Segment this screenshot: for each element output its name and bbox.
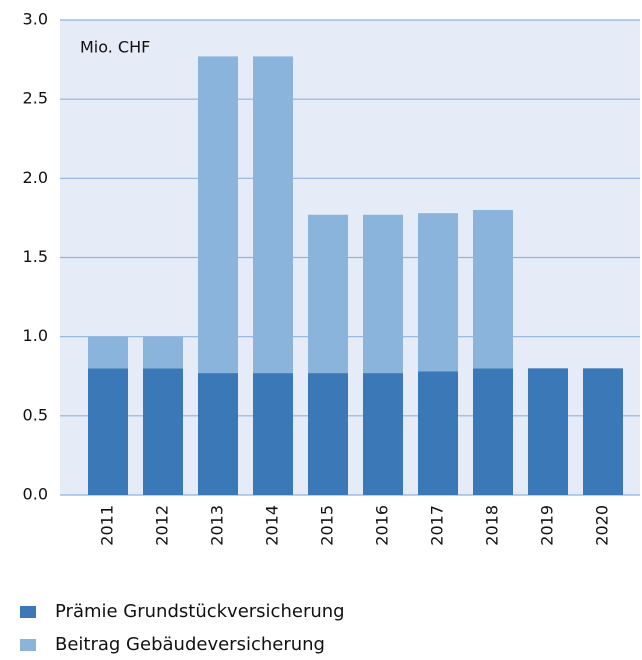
bar-segment bbox=[198, 373, 238, 495]
x-tick-label: 2014 bbox=[263, 505, 282, 546]
legend-swatch bbox=[20, 639, 36, 651]
bar-segment bbox=[418, 371, 458, 495]
bar-segment bbox=[308, 373, 348, 495]
y-tick-label: 0.5 bbox=[23, 405, 48, 424]
bar-segment bbox=[473, 210, 513, 369]
bar-segment bbox=[88, 368, 128, 495]
y-tick-label: 2.5 bbox=[23, 89, 48, 108]
y-tick-label: 1.5 bbox=[23, 247, 48, 266]
bar-segment bbox=[143, 336, 183, 369]
unit-annotation: Mio. CHF bbox=[80, 38, 150, 57]
legend-label: Prämie Grundstückversicherung bbox=[55, 601, 345, 622]
bar-segment bbox=[198, 56, 238, 374]
x-tick-label: 2016 bbox=[373, 505, 392, 546]
bar-segment bbox=[363, 214, 403, 374]
bar-segment bbox=[253, 373, 293, 495]
bar-segment bbox=[253, 56, 293, 374]
bar-segment bbox=[528, 368, 568, 495]
bar-segment bbox=[583, 368, 623, 495]
x-tick-label: 2013 bbox=[208, 505, 227, 546]
legend-label: Beitrag Gebäudeversicherung bbox=[55, 634, 325, 655]
bar-segment bbox=[308, 214, 348, 374]
x-tick-label: 2017 bbox=[428, 505, 447, 546]
legend-swatch bbox=[20, 606, 36, 618]
x-tick-label: 2015 bbox=[318, 505, 337, 546]
bar-segment bbox=[363, 373, 403, 495]
y-tick-label: 2.0 bbox=[23, 168, 48, 187]
y-tick-label: 1.0 bbox=[23, 326, 48, 345]
bar-segment bbox=[143, 368, 183, 495]
y-tick-label: 3.0 bbox=[23, 10, 48, 29]
x-tick-label: 2011 bbox=[98, 505, 117, 546]
x-tick-label: 2020 bbox=[593, 505, 612, 546]
x-tick-label: 2018 bbox=[483, 505, 502, 546]
y-tick-label: 0.0 bbox=[23, 485, 48, 504]
x-tick-label: 2012 bbox=[153, 505, 172, 546]
bar-segment bbox=[418, 213, 458, 372]
bar-segment bbox=[473, 368, 513, 495]
bar-segment bbox=[88, 336, 128, 369]
x-tick-label: 2019 bbox=[538, 505, 557, 546]
